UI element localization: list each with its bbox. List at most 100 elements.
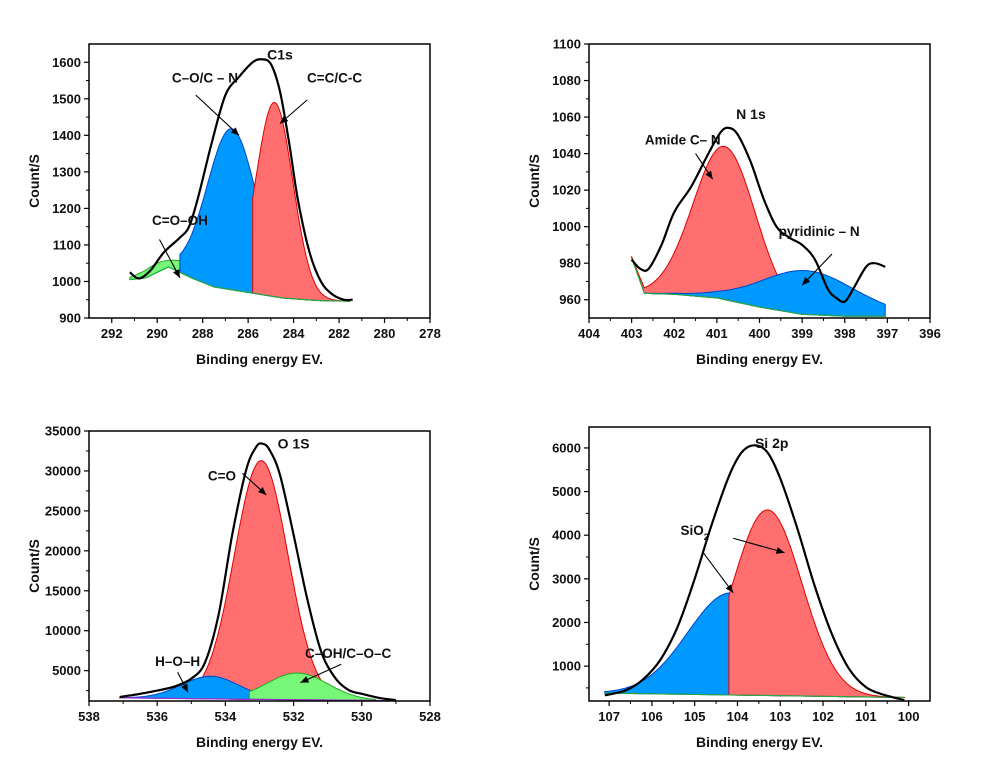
- annotation-arrowhead: [725, 584, 734, 593]
- baseline-line: [631, 257, 886, 317]
- panel-title: N 1s: [736, 106, 766, 122]
- annotation-arrowhead: [802, 276, 811, 286]
- panel-o1s: 538 536 534 532 530 528 5000 10000 15000 20000 250…: [26, 424, 441, 751]
- x-tick-label: 284: [283, 326, 305, 341]
- x-tick-label: 280: [374, 326, 396, 341]
- y-tick-label: 1400: [52, 128, 81, 143]
- y-tick-label: 5000: [52, 663, 81, 678]
- peak-label: H–O–H: [155, 654, 200, 669]
- y-axis-title: Count/S: [26, 539, 42, 593]
- y-tick-label: 1600: [52, 55, 81, 70]
- envelope-line: [119, 442, 397, 701]
- y-tick-label: 1000: [52, 274, 81, 289]
- plot-area: [630, 126, 886, 317]
- y-tick-label: 4000: [552, 528, 581, 543]
- y-tick-label: 1100: [53, 237, 81, 252]
- x-tick-label: 286: [237, 326, 259, 341]
- x-tick-label: 288: [192, 326, 214, 341]
- annotation-arrowhead: [181, 683, 188, 693]
- annotation-arrowhead: [173, 269, 180, 278]
- y-tick-label: 6000: [552, 440, 581, 455]
- x-tick-label: 292: [101, 326, 123, 341]
- peak-label: Amide C– N: [645, 132, 721, 147]
- x-tick-label: 398: [834, 326, 856, 341]
- y-tick-label: 2000: [552, 615, 581, 630]
- x-tick-label: 105: [684, 709, 706, 724]
- y-tick-label: 1100: [553, 37, 581, 52]
- annotations: O 1S C=O H–O–H C–OH/C–O–C: [155, 436, 392, 693]
- x-tick-label: 401: [706, 326, 728, 341]
- x-axis-title: Binding energy EV.: [196, 734, 323, 750]
- panel-n1s: 404 403 402 401 400 399 398 397 396 960 980 1000 102…: [526, 37, 941, 368]
- x-tick-label: 404: [578, 326, 600, 341]
- x-tick-label: 402: [663, 326, 685, 341]
- y-tick-label: 1000: [552, 659, 581, 674]
- y-tick-label: 20000: [45, 543, 81, 558]
- panel-title: C1s: [267, 46, 293, 62]
- x-tick-label: 278: [419, 326, 441, 341]
- x-tick-label: 103: [769, 709, 791, 724]
- envelope-line: [129, 58, 353, 302]
- x-tick-label: 403: [621, 326, 643, 341]
- annotation-arrow-line: [195, 94, 240, 136]
- y-axis-title: Count/S: [526, 537, 542, 591]
- peak-label: C–OH/C–O–C: [305, 646, 392, 661]
- peak-label: pyridinic – N: [779, 224, 860, 239]
- plot-frame: [88, 43, 431, 319]
- annotations: N 1s Amide C– N pyridinic – N: [645, 106, 860, 286]
- y-axis-title: Count/S: [26, 154, 42, 208]
- panel-si2p: 107 106 105 104 103 102 101 100 1000 2000 3000 4000…: [526, 426, 931, 750]
- annotation-arrow-line: [702, 552, 734, 594]
- y-tick-label: 1000: [552, 219, 581, 234]
- x-tick-label: 536: [146, 709, 168, 724]
- y-tick-label: 15000: [45, 583, 81, 598]
- plot-area: [603, 444, 905, 701]
- x-tick-label: 100: [898, 709, 920, 724]
- y-tick-label: 35000: [45, 424, 81, 439]
- x-tick-label: 282: [328, 326, 350, 341]
- peak-c-o: [200, 460, 329, 701]
- x-tick-label: 528: [419, 709, 441, 724]
- x-tick-label: 532: [283, 709, 305, 724]
- x-tick-label: 102: [812, 709, 834, 724]
- y-tick-label: 1300: [52, 164, 81, 179]
- peak-label: C=C/C-C: [307, 70, 362, 85]
- annotation-arrowhead: [258, 486, 267, 495]
- x-axis-title: Binding energy EV.: [696, 351, 823, 367]
- envelope-line: [604, 444, 905, 701]
- annotations: C1s C–O/C – N C=C/C-C C=O–OH: [152, 46, 362, 279]
- x-tick-label: 397: [877, 326, 899, 341]
- y-tick-label: 30000: [45, 463, 81, 478]
- annotations: Si 2p SiO2: [681, 435, 788, 594]
- y-tick-label: 3000: [552, 571, 581, 586]
- y-tick-label: 980: [559, 256, 581, 271]
- peak-si-2: [728, 509, 905, 698]
- plot-area: [119, 442, 397, 701]
- y-tick-label: 1500: [52, 91, 81, 106]
- peak-label: C=O: [208, 469, 236, 484]
- peak-c-c-c-c: [252, 102, 351, 302]
- x-axis-title: Binding energy EV.: [196, 351, 323, 367]
- annotation-arrowhead: [279, 115, 289, 124]
- annotation-arrowhead: [775, 547, 785, 554]
- x-tick-label: 104: [727, 709, 749, 724]
- annotation-arrowhead: [230, 127, 240, 136]
- y-tick-label: 960: [559, 292, 581, 307]
- subscript: 2: [704, 532, 709, 542]
- plot-frame: [588, 426, 931, 702]
- panel-title: Si 2p: [755, 435, 788, 451]
- x-tick-label: 396: [919, 326, 941, 341]
- y-tick-label: 25000: [45, 503, 81, 518]
- x-tick-label: 538: [78, 709, 100, 724]
- annotation-arrowhead: [705, 170, 713, 180]
- annotation-arrowhead: [300, 676, 310, 683]
- y-tick-label: 900: [59, 311, 81, 326]
- baseline-line: [119, 697, 396, 701]
- y-tick-label: 1040: [552, 146, 581, 161]
- x-axis-title: Binding energy EV.: [696, 734, 823, 750]
- baseline-line: [129, 266, 351, 302]
- x-tick-label: 107: [598, 709, 620, 724]
- peak-label: C–O/C – N: [172, 70, 238, 85]
- baseline-line: [604, 692, 905, 699]
